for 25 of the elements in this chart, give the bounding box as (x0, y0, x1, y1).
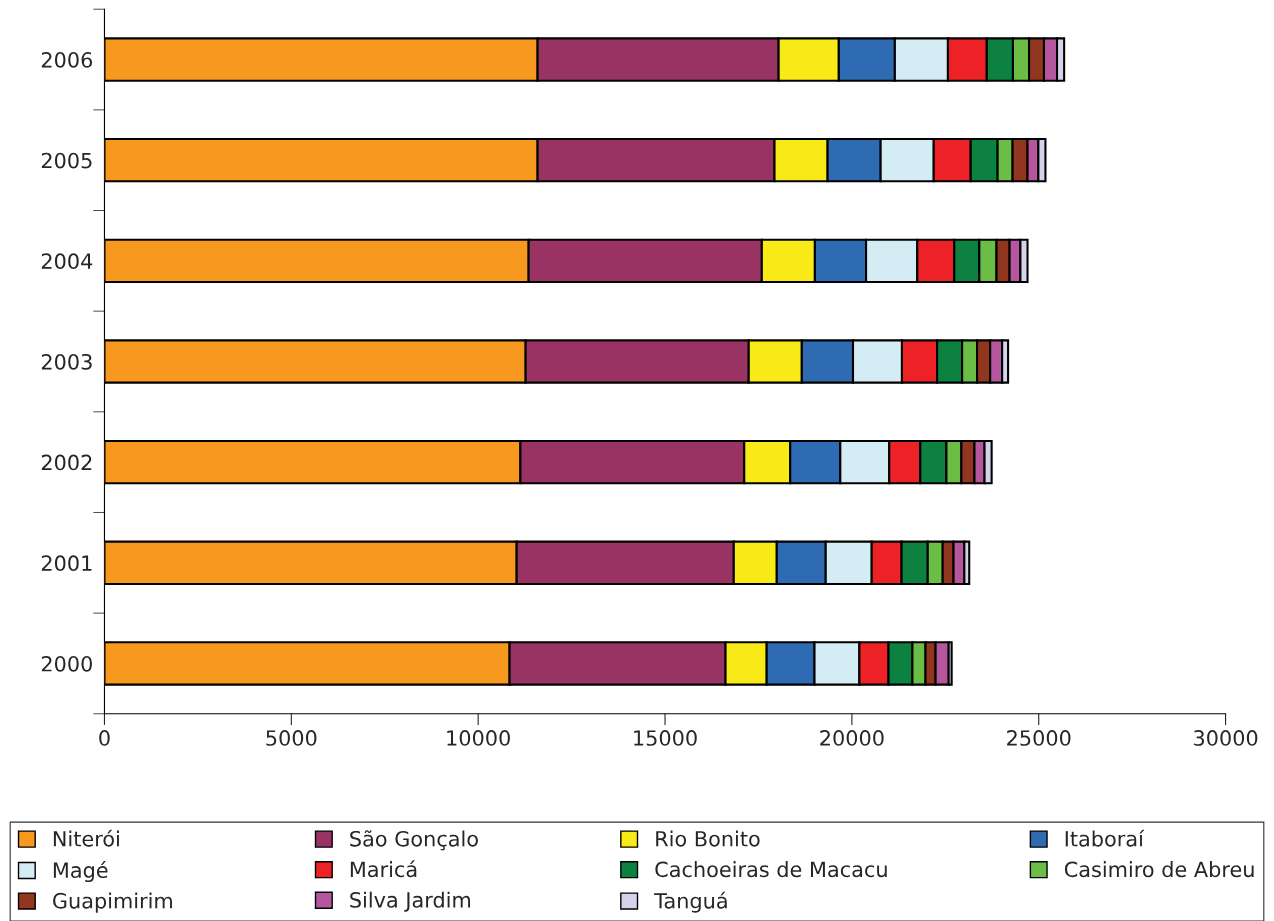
legend-label: Rio Bonito (656, 830, 760, 847)
legend-label: Itaboraí (1065, 829, 1145, 847)
legend-label: Niterói (53, 829, 119, 847)
x-tick-label: 10000 (447, 730, 510, 746)
legend-label: Magé (53, 861, 108, 883)
legend-label: Cachoeiras de Macacu (655, 861, 887, 878)
y-tick-label: 2002 (41, 454, 92, 471)
x-tick-label: 5000 (266, 730, 317, 746)
x-tick-label: 20000 (820, 730, 884, 746)
y-tick-label: 2000 (41, 655, 92, 672)
x-tick-label: 0 (99, 730, 110, 746)
legend-label: São Gonçalo (350, 830, 478, 851)
y-tick-label: 2006 (41, 51, 93, 68)
x-tick-label: 30000 (1194, 730, 1258, 746)
legend-label: Guapimirim (53, 892, 172, 913)
y-tick-label: 2004 (41, 253, 93, 270)
legend-label: Maricá (350, 860, 417, 878)
x-tick-label: 15000 (634, 730, 697, 746)
y-tick-label: 2005 (41, 152, 92, 169)
legend-label: Casimiro de Abreu (1064, 861, 1254, 878)
legend-label: Silva Jardim (350, 891, 470, 912)
y-tick-label: 2001 (41, 555, 92, 572)
y-tick-label: 2003 (41, 353, 92, 370)
legend-label: Tanguá (654, 891, 727, 913)
x-tick-label: 25000 (1007, 730, 1071, 746)
